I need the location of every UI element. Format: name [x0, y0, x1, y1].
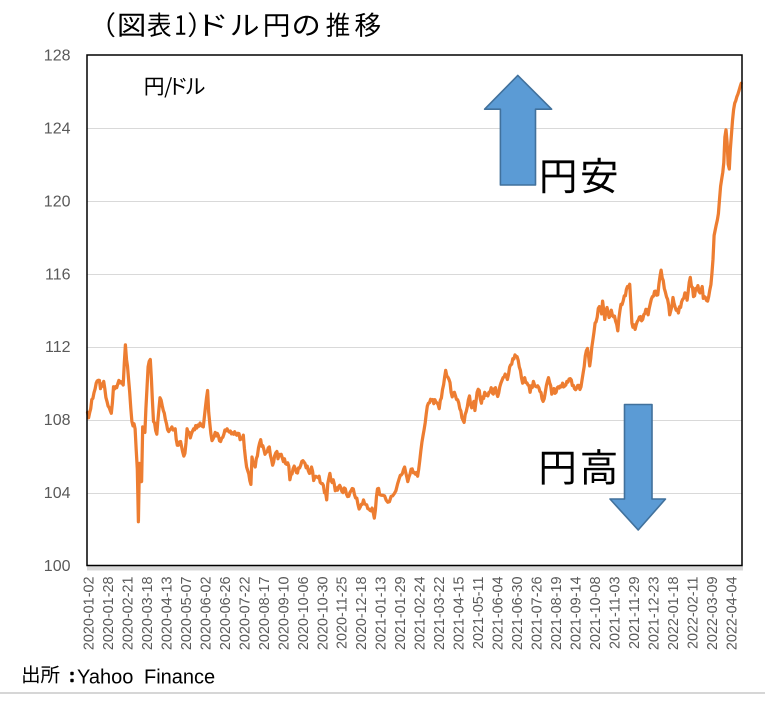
svg-text:2022-04-04: 2022-04-04: [724, 577, 740, 651]
svg-text:2021-06-30: 2021-06-30: [510, 577, 526, 651]
svg-text:2020-06-26: 2020-06-26: [218, 577, 234, 651]
svg-text:2020-05-07: 2020-05-07: [179, 577, 195, 651]
svg-text:112: 112: [45, 339, 71, 356]
svg-text:2021-11-29: 2021-11-29: [627, 577, 643, 650]
svg-text:2022-02-11: 2022-02-11: [685, 577, 701, 650]
svg-text:2020-10-06: 2020-10-06: [296, 577, 312, 651]
svg-text:100: 100: [44, 558, 71, 575]
svg-text:2020-12-18: 2020-12-18: [354, 577, 370, 651]
svg-text:2021-05-11: 2021-05-11: [471, 577, 487, 650]
svg-text:2022-03-09: 2022-03-09: [705, 577, 721, 651]
svg-text:2020-08-17: 2020-08-17: [257, 577, 273, 651]
svg-text:2020-04-13: 2020-04-13: [159, 577, 175, 651]
svg-text:2021-04-15: 2021-04-15: [452, 577, 468, 651]
svg-text:Finance: Finance: [144, 666, 215, 688]
svg-text:2020-10-30: 2020-10-30: [315, 577, 331, 651]
svg-text:2020-07-22: 2020-07-22: [237, 577, 253, 651]
svg-text:2021-06-04: 2021-06-04: [491, 577, 507, 651]
svg-text:2021-09-14: 2021-09-14: [569, 577, 585, 651]
svg-text:108: 108: [44, 412, 71, 429]
svg-text:2021-01-13: 2021-01-13: [374, 577, 390, 651]
svg-text:2022-01-18: 2022-01-18: [666, 577, 682, 651]
svg-text:2021-10-08: 2021-10-08: [588, 577, 604, 651]
svg-text:2020-09-10: 2020-09-10: [276, 577, 292, 651]
svg-text:Yahoo: Yahoo: [77, 666, 133, 688]
svg-text:116: 116: [45, 266, 71, 283]
svg-text:2021-01-29: 2021-01-29: [393, 577, 409, 651]
svg-text:2021-07-26: 2021-07-26: [530, 577, 546, 651]
svg-text:128: 128: [44, 48, 71, 65]
svg-text:2020-01-02: 2020-01-02: [82, 577, 98, 651]
svg-text:2020-02-21: 2020-02-21: [121, 577, 137, 651]
svg-text:2021-08-19: 2021-08-19: [549, 577, 565, 651]
svg-text:104: 104: [44, 485, 71, 502]
svg-text:2021-12-23: 2021-12-23: [646, 577, 662, 651]
svg-text:120: 120: [44, 193, 71, 210]
svg-text:2021-11-03: 2021-11-03: [608, 577, 624, 650]
svg-text:2020-01-28: 2020-01-28: [101, 577, 117, 651]
svg-text:2021-02-24: 2021-02-24: [413, 577, 429, 651]
svg-text:124: 124: [44, 120, 71, 137]
svg-text:2021-03-22: 2021-03-22: [432, 577, 448, 651]
svg-text:2020-03-18: 2020-03-18: [140, 577, 156, 651]
svg-text:2020-11-25: 2020-11-25: [335, 577, 351, 650]
svg-text:2020-06-02: 2020-06-02: [198, 577, 214, 651]
